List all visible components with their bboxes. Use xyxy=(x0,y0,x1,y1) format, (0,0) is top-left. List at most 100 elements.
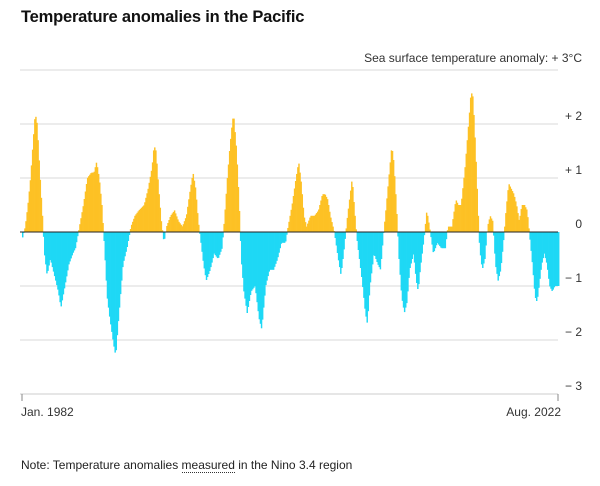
anomaly-bar xyxy=(106,232,109,299)
anomaly-bar xyxy=(347,208,350,232)
anomaly-bar xyxy=(176,216,178,232)
anomaly-bar xyxy=(203,232,206,269)
anomaly-bar xyxy=(509,186,512,232)
anomaly-bar xyxy=(187,206,189,232)
anomaly-bar xyxy=(78,230,80,232)
anomaly-bar xyxy=(140,207,143,232)
anomaly-bar xyxy=(266,232,268,281)
anomaly-bar xyxy=(50,232,53,263)
anomaly-bar xyxy=(157,179,159,232)
anomaly-bar xyxy=(420,232,422,263)
anomaly-bar xyxy=(288,221,290,232)
anomaly-bar xyxy=(436,232,439,244)
anomaly-bar xyxy=(101,205,103,232)
anomaly-bar xyxy=(177,219,179,232)
y-tick-label: − 3 xyxy=(565,379,582,393)
anomaly-bar xyxy=(343,232,345,250)
anomaly-bar xyxy=(429,229,431,232)
anomaly-bar xyxy=(541,232,543,263)
anomaly-bar xyxy=(551,232,553,291)
anomaly-bar xyxy=(193,180,196,232)
anomaly-bar xyxy=(104,232,106,261)
anomaly-bar xyxy=(439,232,441,247)
anomaly-bar xyxy=(39,179,42,232)
anomaly-bar xyxy=(515,201,517,232)
anomaly-bar xyxy=(194,187,197,232)
anomaly-bar xyxy=(312,215,315,232)
anomaly-bar xyxy=(192,173,195,232)
anomaly-bar xyxy=(257,232,259,312)
anomaly-bar xyxy=(359,232,362,268)
anomaly-bar xyxy=(62,232,65,295)
anomaly-bar xyxy=(160,221,163,232)
anomaly-bar xyxy=(22,232,24,238)
anomaly-bar xyxy=(427,215,429,232)
anomaly-bar xyxy=(356,232,359,241)
anomaly-bar xyxy=(57,232,59,290)
anomaly-bar xyxy=(139,208,142,232)
anomaly-bar xyxy=(353,202,355,232)
anomaly-bar xyxy=(462,188,464,232)
anomaly-bar xyxy=(345,228,348,232)
anomaly-bar xyxy=(201,232,203,252)
anomaly-bar xyxy=(31,149,34,232)
anomaly-bar xyxy=(127,232,130,241)
anomaly-bar xyxy=(364,232,366,309)
anomaly-bar xyxy=(433,232,436,252)
y-axis-labels: Sea surface temperature anomaly: + 3°C + … xyxy=(364,51,582,393)
anomaly-bar xyxy=(58,232,60,296)
anomaly-bar xyxy=(197,213,199,232)
anomaly-bar xyxy=(323,194,326,232)
anomaly-bar xyxy=(338,232,341,268)
anomaly-bar xyxy=(44,232,46,256)
anomaly-bar xyxy=(499,232,502,272)
anomaly-bar xyxy=(47,232,49,271)
anomaly-bar xyxy=(444,232,447,249)
anomaly-bar xyxy=(314,214,317,232)
anomaly-bar xyxy=(129,229,132,232)
anomaly-bar xyxy=(473,115,475,232)
anomaly-bar xyxy=(303,217,306,232)
anomaly-bar xyxy=(324,194,327,232)
anomaly-bar xyxy=(391,151,394,232)
anomaly-bar xyxy=(238,211,241,232)
anomaly-bar xyxy=(283,232,286,243)
anomaly-bar xyxy=(332,226,334,232)
anomaly-bar xyxy=(211,232,213,263)
anomaly-bar xyxy=(123,232,125,261)
anomaly-bar xyxy=(483,232,485,264)
anomaly-bar xyxy=(108,232,111,317)
anomaly-bar xyxy=(152,150,155,232)
anomaly-bar xyxy=(307,223,309,232)
anomaly-bar xyxy=(77,232,79,237)
anomaly-bar xyxy=(362,232,364,288)
anomaly-bar xyxy=(520,209,523,232)
anomaly-bar xyxy=(24,228,26,232)
anomaly-bar xyxy=(335,232,338,246)
anomaly-bar xyxy=(428,222,430,232)
anomaly-bar xyxy=(449,226,451,232)
anomaly-bar xyxy=(341,232,343,268)
anomaly-bar xyxy=(179,223,181,232)
anomaly-bar xyxy=(412,232,415,255)
anomaly-bar xyxy=(377,232,379,265)
anomaly-bar xyxy=(479,232,482,256)
anomaly-bar xyxy=(421,232,423,254)
anomaly-bar xyxy=(256,232,258,303)
anomaly-bar xyxy=(322,194,324,232)
footnote-measured-link[interactable]: measured xyxy=(181,458,235,473)
anomaly-bar xyxy=(63,232,66,289)
anomaly-bar xyxy=(69,232,71,262)
anomaly-bar xyxy=(531,232,534,263)
anomaly-bar xyxy=(198,224,200,232)
anomaly-bar xyxy=(301,194,304,232)
anomaly-bar xyxy=(555,232,558,286)
anomaly-bar xyxy=(215,232,218,257)
anomaly-bar xyxy=(457,205,460,232)
anomaly-bar xyxy=(501,232,504,252)
anomaly-bar xyxy=(419,232,421,273)
anomaly-bar xyxy=(491,220,494,232)
anomaly-bar xyxy=(518,219,520,232)
anomaly-bar xyxy=(395,194,397,232)
anomaly-bar xyxy=(370,232,373,274)
